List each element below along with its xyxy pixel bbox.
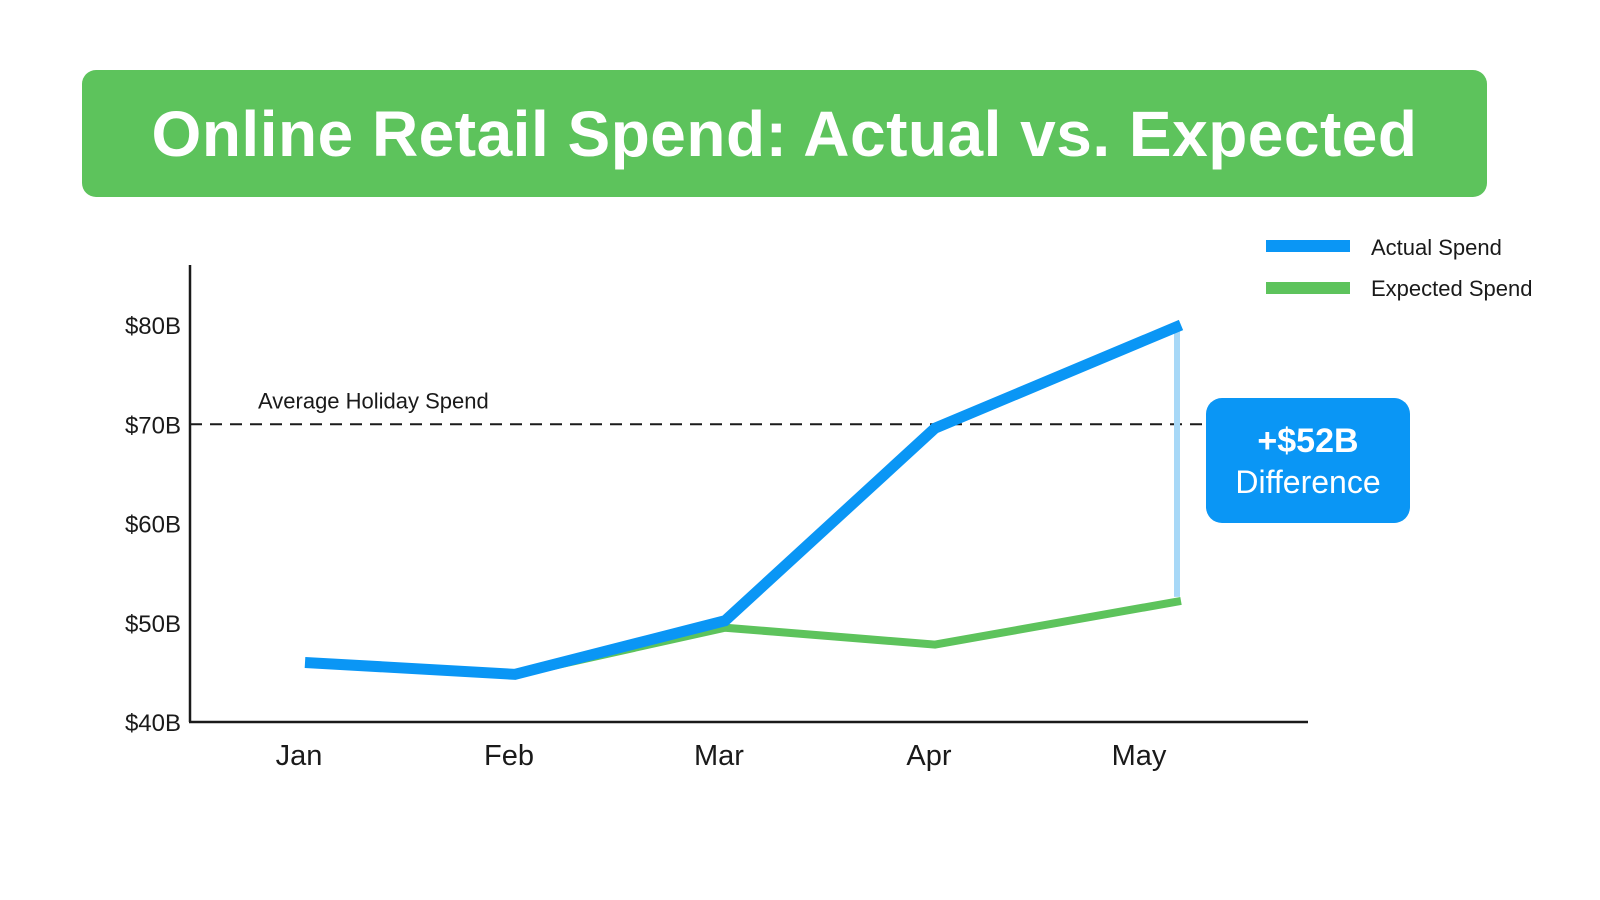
reference-line-label: Average Holiday Spend xyxy=(258,388,489,413)
y-tick-label: $50B xyxy=(125,611,181,638)
legend-swatch-actual xyxy=(1266,240,1350,252)
x-tick-labels: Jan Feb Mar Apr May xyxy=(276,740,1167,772)
title-banner: Online Retail Spend: Actual vs. Expected xyxy=(82,70,1487,197)
legend: Actual Spend Expected Spend xyxy=(1266,235,1532,301)
series-line-expected xyxy=(514,596,1182,679)
legend-label-actual: Actual Spend xyxy=(1371,235,1502,260)
difference-value: +$52B xyxy=(1257,421,1359,460)
series-lines xyxy=(304,319,1184,680)
y-tick-labels: $40B $50B $60B $70B $80B xyxy=(125,313,181,737)
x-tick-label: Mar xyxy=(694,740,744,772)
y-tick-label: $80B xyxy=(125,313,181,340)
x-tick-label: Jan xyxy=(276,740,323,772)
y-tick-label: $70B xyxy=(125,412,181,439)
difference-label: Difference xyxy=(1235,463,1381,500)
legend-swatch-expected xyxy=(1266,282,1350,294)
y-tick-label: $60B xyxy=(125,512,181,539)
x-tick-label: Apr xyxy=(906,740,951,772)
x-tick-label: Feb xyxy=(484,740,534,772)
axes xyxy=(188,265,1308,724)
series-line-actual xyxy=(304,319,1184,680)
x-tick-label: May xyxy=(1112,740,1167,772)
y-tick-label: $40B xyxy=(125,710,181,737)
reference-line-group: Average Holiday Spend xyxy=(190,388,1206,426)
chart-title: Online Retail Spend: Actual vs. Expected xyxy=(151,97,1418,170)
difference-callout: +$52B Difference xyxy=(1206,398,1410,523)
legend-label-expected: Expected Spend xyxy=(1371,276,1532,301)
